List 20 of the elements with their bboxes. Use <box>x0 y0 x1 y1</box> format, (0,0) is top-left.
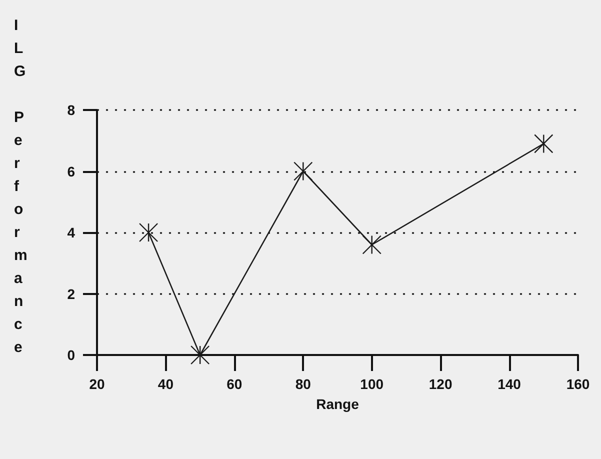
point <box>362 235 382 254</box>
x-tick-label: 160 <box>566 376 590 392</box>
y-tick-label: 0 <box>67 347 76 363</box>
x-tick-label: 20 <box>89 376 105 392</box>
y-tick-label: 6 <box>67 163 76 180</box>
x-tick-label: 80 <box>295 376 312 392</box>
x-tick-label: 100 <box>360 376 384 392</box>
x-tick-label: 40 <box>158 376 174 392</box>
y-tick-label: 8 <box>67 102 76 118</box>
x-tick-label: 140 <box>498 376 522 392</box>
x-tick-label: 60 <box>226 376 242 392</box>
x-tick-label: 120 <box>428 376 452 392</box>
y-tick-label: 4 <box>67 224 76 240</box>
y-tick-label: 2 <box>67 286 76 302</box>
point <box>294 162 313 181</box>
x-axis-title: Range <box>316 396 360 412</box>
text: ILG Performance <box>14 17 28 356</box>
point <box>534 134 554 154</box>
point <box>190 345 210 365</box>
point <box>138 222 158 242</box>
